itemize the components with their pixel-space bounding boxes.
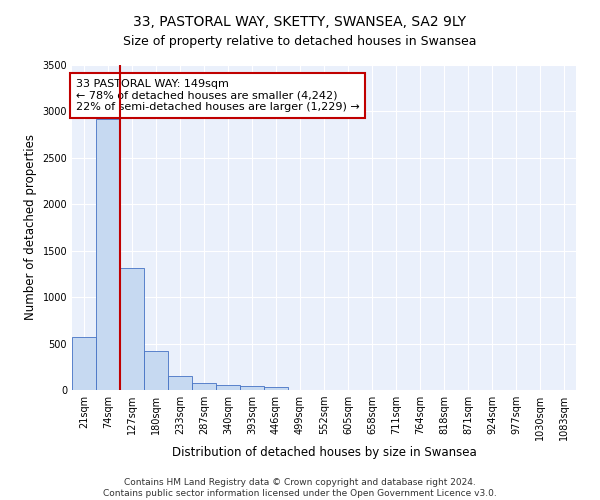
Bar (168, 376, 192, 390)
Bar (120, 268, 144, 390)
Text: Size of property relative to detached houses in Swansea: Size of property relative to detached ho… (123, 35, 477, 48)
Bar (216, 385, 240, 390)
Bar (72, 337, 96, 390)
X-axis label: Distribution of detached houses by size in Swansea: Distribution of detached houses by size … (172, 446, 476, 458)
Text: 33 PASTORAL WAY: 149sqm
← 78% of detached houses are smaller (4,242)
22% of semi: 33 PASTORAL WAY: 149sqm ← 78% of detache… (76, 79, 359, 112)
Text: Contains HM Land Registry data © Crown copyright and database right 2024.
Contai: Contains HM Land Registry data © Crown c… (103, 478, 497, 498)
Bar (96, 119, 120, 390)
Y-axis label: Number of detached properties: Number of detached properties (24, 134, 37, 320)
Text: 33, PASTORAL WAY, SKETTY, SWANSEA, SA2 9LY: 33, PASTORAL WAY, SKETTY, SWANSEA, SA2 9… (133, 15, 467, 29)
Bar (144, 352, 168, 390)
Bar (264, 387, 288, 390)
Bar (192, 382, 216, 390)
Bar (240, 386, 264, 390)
